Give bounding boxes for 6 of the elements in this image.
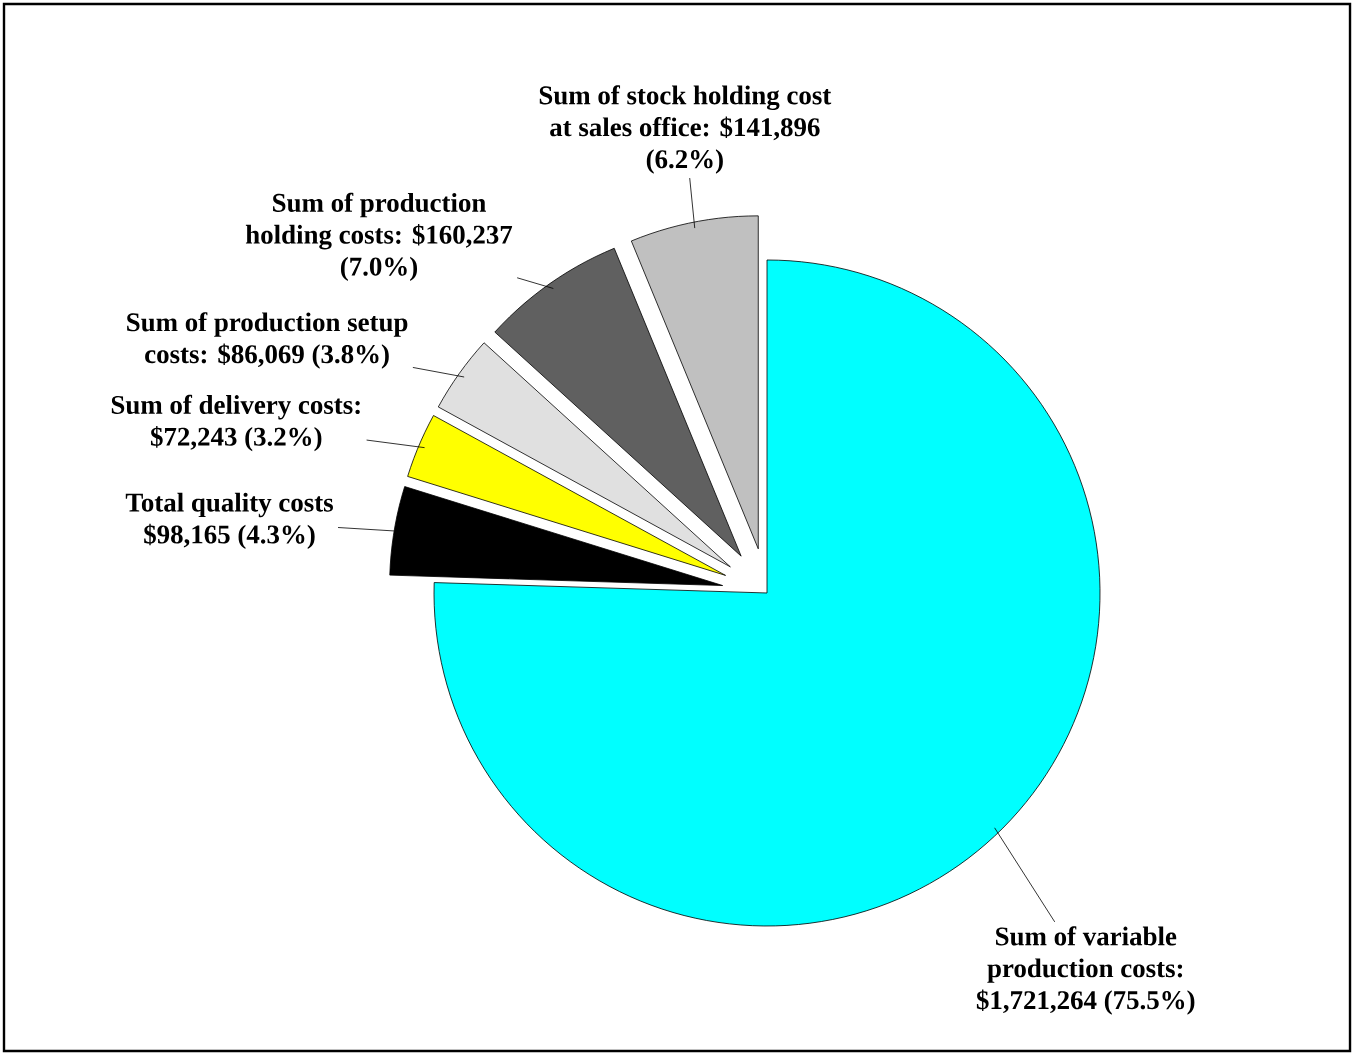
slice-label: Sum of stock holding cost at sales office: $141,896 (6.2%) [539, 85, 832, 174]
slice-label: Total quality costs $98,165 (4.3%) [125, 492, 333, 549]
slice-label: Sum of delivery costs: $72,243 (3.2%) [111, 394, 360, 452]
slice-label: Sum of production holding costs: $160,237 (7.0%) [245, 192, 513, 282]
slice-label: Sum of variable production costs: $1,721,264 (75.5%) [976, 926, 1195, 1015]
slice-label: Sum of production setup costs: $86,069 (3.8%) [127, 312, 408, 369]
